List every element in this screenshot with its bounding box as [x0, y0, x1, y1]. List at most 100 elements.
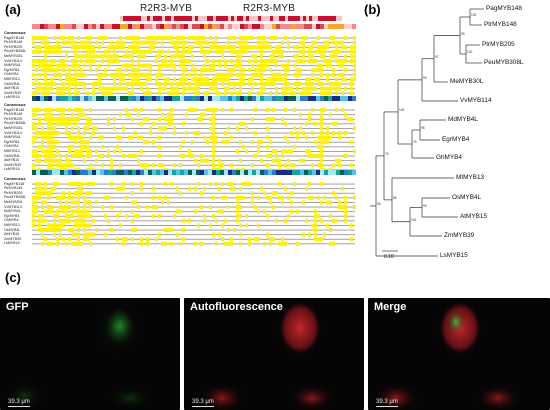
identity-cell: [332, 121, 335, 126]
identity-cell: [50, 117, 53, 122]
identity-cell: [158, 154, 161, 158]
identity-cell: [47, 241, 50, 246]
identity-cell: [98, 82, 101, 86]
identity-cell: [329, 112, 332, 117]
identity-cell: [350, 77, 353, 82]
identity-cell: [269, 77, 272, 82]
identity-cell: [95, 126, 98, 131]
identity-cell: [344, 112, 347, 117]
identity-cell: [47, 205, 50, 209]
identity-cell: [98, 135, 101, 140]
domain-bar-cell: [180, 16, 183, 21]
identity-cell: [80, 144, 83, 149]
identity-cell: [41, 86, 44, 91]
conservation-cell: [112, 96, 116, 101]
identity-cell: [263, 209, 266, 214]
identity-cell: [248, 237, 251, 242]
identity-cell: [137, 72, 140, 77]
identity-cell: [320, 108, 323, 112]
identity-cell: [65, 77, 68, 82]
identity-cell: [320, 86, 323, 91]
autofluorescence-scale-text: 39.3 μm: [192, 399, 214, 405]
identity-cell: [212, 144, 215, 149]
merge-scale-bar: [376, 406, 398, 407]
identity-cell: [317, 68, 320, 73]
identity-cell: [77, 72, 80, 77]
identity-cell: [158, 135, 161, 140]
identity-cell: [248, 68, 251, 73]
identity-cell: [89, 182, 92, 186]
sequence-name: VvMYB114: [4, 58, 22, 63]
conservation-cell: [56, 96, 60, 101]
identity-cell: [56, 63, 59, 68]
identity-cell: [56, 117, 59, 122]
identity-cell: [146, 77, 149, 82]
conservation-cell: [296, 24, 300, 29]
identity-cell: [86, 200, 89, 205]
identity-cell: [35, 91, 38, 96]
identity-cell: [50, 108, 53, 112]
identity-cell: [134, 40, 137, 45]
identity-cell: [59, 72, 62, 77]
identity-cell: [257, 91, 260, 96]
identity-cell: [116, 68, 119, 73]
identity-cell: [119, 77, 122, 82]
identity-cell: [71, 126, 74, 131]
identity-cell: [176, 36, 179, 40]
identity-cell: [77, 117, 80, 122]
identity-cell: [35, 86, 38, 91]
identity-cell: [77, 232, 80, 237]
identity-cell: [62, 167, 65, 172]
identity-cell: [329, 36, 332, 40]
conservation-cell: [216, 24, 220, 29]
conservation-cell: [64, 170, 68, 175]
identity-cell: [182, 140, 185, 145]
identity-cell: [254, 237, 257, 242]
identity-cell: [47, 49, 50, 54]
identity-cell: [173, 54, 176, 59]
identity-cell: [32, 36, 35, 40]
identity-cell: [65, 158, 68, 163]
identity-cell: [188, 72, 191, 77]
identity-cell: [107, 86, 110, 91]
identity-cell: [236, 214, 239, 219]
identity-cell: [89, 163, 92, 168]
identity-cell: [194, 72, 197, 77]
identity-cell: [80, 108, 83, 112]
identity-cell: [59, 59, 62, 63]
identity-cell: [122, 72, 125, 77]
identity-cell: [278, 72, 281, 77]
identity-cell: [263, 86, 266, 91]
identity-cell: [47, 108, 50, 112]
identity-cell: [269, 59, 272, 63]
identity-cell: [332, 49, 335, 54]
identity-cell: [278, 163, 281, 168]
conservation-cell: [272, 170, 276, 175]
conservation-cell: [224, 170, 228, 175]
identity-cell: [215, 82, 218, 86]
identity-cell: [77, 45, 80, 50]
identity-cell: [323, 49, 326, 54]
identity-cell: [344, 218, 347, 223]
sequence-name: OsMYB4L: [4, 153, 21, 158]
identity-cell: [257, 40, 260, 45]
identity-cell: [44, 77, 47, 82]
conservation-cell: [180, 24, 184, 29]
identity-cell: [254, 131, 257, 135]
identity-cell: [236, 72, 239, 77]
identity-cell: [170, 59, 173, 63]
identity-cell: [83, 205, 86, 209]
identity-cell: [320, 218, 323, 223]
conservation-cell: [252, 24, 256, 29]
identity-cell: [344, 131, 347, 135]
identity-cell: [47, 191, 50, 196]
identity-cell: [278, 45, 281, 50]
conservation-cell: [332, 170, 336, 175]
identity-cell: [50, 149, 53, 154]
identity-cell: [332, 40, 335, 45]
identity-cell: [50, 131, 53, 135]
identity-cell: [182, 77, 185, 82]
identity-cell: [209, 45, 212, 50]
identity-cell: [92, 218, 95, 223]
identity-cell: [167, 63, 170, 68]
